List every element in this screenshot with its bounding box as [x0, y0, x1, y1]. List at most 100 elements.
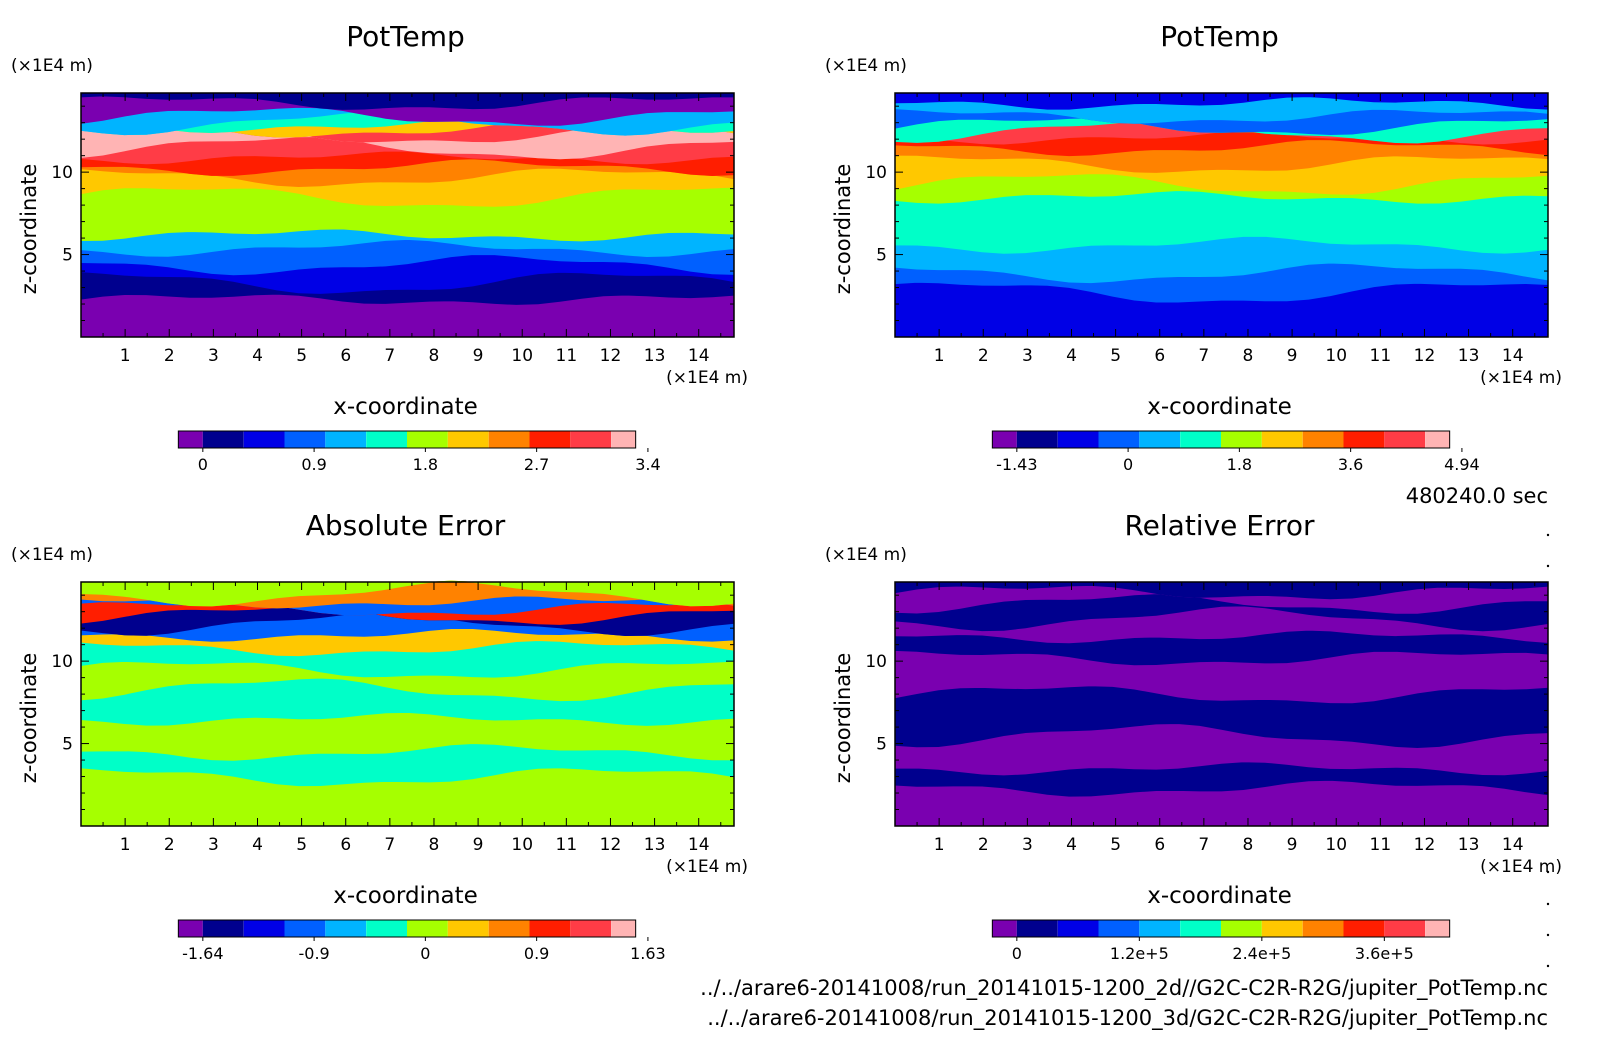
x-tick-label: 10	[1325, 346, 1347, 366]
colorbar-tick-label: 0.9	[524, 944, 549, 963]
x-tick-label: 12	[1414, 835, 1436, 855]
x-tick-label: 10	[511, 346, 533, 366]
x-tick-label: 5	[296, 346, 307, 366]
y-axis-label: z-coordinate	[17, 653, 41, 784]
contour-bands	[894, 581, 1549, 827]
x-tick-label: 6	[340, 346, 351, 366]
colorbar-tick-label: 4.94	[1444, 455, 1480, 474]
colorbar-cell	[529, 920, 571, 937]
colorbar-tick-label: 0	[198, 455, 208, 474]
colorbar-frame	[991, 919, 1451, 938]
colorbar-tick-label: 3.6	[1338, 455, 1363, 474]
x-tick-label: 13	[1458, 835, 1480, 855]
colorbar-tick-label: 0	[420, 944, 430, 963]
y-axis-label: z-coordinate	[831, 164, 855, 295]
colorbar-cell	[529, 431, 571, 448]
colorbar-tick-label: -0.9	[298, 944, 329, 963]
x-tick-label: 11	[556, 346, 578, 366]
colorbar-frame	[177, 919, 637, 938]
x-tick-label: 2	[164, 835, 175, 855]
colorbar-cell	[325, 431, 367, 448]
x-tick-label: 9	[473, 835, 484, 855]
colorbar: -1.64 -0.9 0 0.9 1.63	[177, 919, 666, 963]
colorbar-cell	[243, 431, 285, 448]
chart-title: PotTemp	[1160, 20, 1279, 53]
chart-panel-2: PotTemp(×1E4 m)1 2 3 4 5 6 7 8 9 10 11 12 13 14510(×1…	[825, 20, 1562, 474]
x-tick-label: 1	[934, 346, 945, 366]
x-tick-label: 8	[429, 346, 440, 366]
contour-bands	[894, 92, 1549, 338]
x-unit-label: (×1E4 m)	[666, 368, 748, 388]
x-tick-label: 8	[1243, 835, 1254, 855]
chart-title: Relative Error	[1124, 509, 1315, 542]
x-tick-label: 4	[252, 835, 263, 855]
colorbar-cell	[1057, 920, 1099, 937]
x-tick-label: 11	[1370, 835, 1392, 855]
colorbar-cell	[1343, 920, 1385, 937]
x-tick-label: 3	[208, 835, 219, 855]
colorbar-tick-label: 3.4	[635, 455, 660, 474]
x-tick-label: 5	[1110, 835, 1121, 855]
colorbar-cell	[570, 431, 612, 448]
x-tick-label: 6	[1154, 346, 1165, 366]
x-tick-label: 7	[1198, 835, 1209, 855]
colorbar-cell	[1098, 431, 1140, 448]
y-tick-label: 10	[51, 652, 73, 672]
x-tick-label: 3	[1022, 835, 1033, 855]
colorbar-cell	[1180, 920, 1221, 937]
x-tick-label: 1	[120, 346, 131, 366]
time-label: 480240.0 sec	[1406, 484, 1548, 508]
colorbar: 0 0.9 1.8 2.7 3.4	[177, 430, 661, 474]
x-tick-label: 4	[1066, 835, 1077, 855]
colorbar-tick-label: 2.7	[524, 455, 549, 474]
x-axis-label: x-coordinate	[333, 394, 478, 420]
colorbar-tick-label: 2.4e+5	[1232, 944, 1291, 963]
colorbar: -1.43 0 1.8 3.6 4.94	[991, 430, 1480, 474]
dot-marker	[1546, 933, 1550, 937]
z-unit-label: (×1E4 m)	[11, 545, 93, 565]
x-tick-label: 13	[644, 835, 666, 855]
colorbar-cell	[366, 431, 407, 448]
x-tick-label: 5	[1110, 346, 1121, 366]
dot-marker	[1546, 964, 1550, 968]
x-tick-label: 14	[688, 835, 710, 855]
x-tick-label: 6	[1154, 835, 1165, 855]
colorbar-tick-label: 1.8	[413, 455, 438, 474]
x-tick-label: 13	[644, 346, 666, 366]
plot-frame	[894, 581, 1549, 827]
y-tick-label: 5	[62, 735, 73, 755]
x-tick-label: 13	[1458, 346, 1480, 366]
x-tick-label: 5	[296, 835, 307, 855]
colorbar-cell	[407, 920, 448, 937]
dot-marker	[1546, 564, 1550, 568]
x-tick-label: 2	[164, 346, 175, 366]
z-unit-label: (×1E4 m)	[825, 56, 907, 76]
chart-title: Absolute Error	[306, 509, 506, 542]
x-tick-label: 1	[120, 835, 131, 855]
dot-marker	[1546, 870, 1550, 874]
colorbar-cell	[1302, 431, 1344, 448]
colorbar-cell	[284, 431, 326, 448]
chart-panel-1: PotTemp(×1E4 m)1 2 3 4 5 6 7 8 9 10 11 12 13 14510(×1…	[11, 20, 748, 474]
x-tick-label: 11	[1370, 346, 1392, 366]
x-axis-label: x-coordinate	[1147, 394, 1292, 420]
colorbar-tick-label: 1.63	[630, 944, 666, 963]
colorbar-cell	[1261, 920, 1303, 937]
colorbar-cell	[407, 431, 448, 448]
colorbar-frame	[177, 430, 637, 449]
plot-frame	[80, 581, 735, 827]
x-tick-label: 7	[1198, 346, 1209, 366]
y-tick-label: 10	[51, 163, 73, 183]
colorbar-cell	[178, 920, 203, 937]
x-axis-label: x-coordinate	[1147, 883, 1292, 909]
z-unit-label: (×1E4 m)	[11, 56, 93, 76]
x-tick-label: 8	[1243, 346, 1254, 366]
x-tick-label: 2	[978, 346, 989, 366]
colorbar-cell	[1098, 920, 1140, 937]
colorbar-tick-label: 1.8	[1227, 455, 1252, 474]
colorbar-cell	[488, 431, 530, 448]
colorbar-cell	[488, 920, 530, 937]
x-tick-label: 12	[600, 835, 622, 855]
y-tick-label: 10	[865, 652, 887, 672]
colorbar-tick-label: -1.43	[996, 455, 1037, 474]
